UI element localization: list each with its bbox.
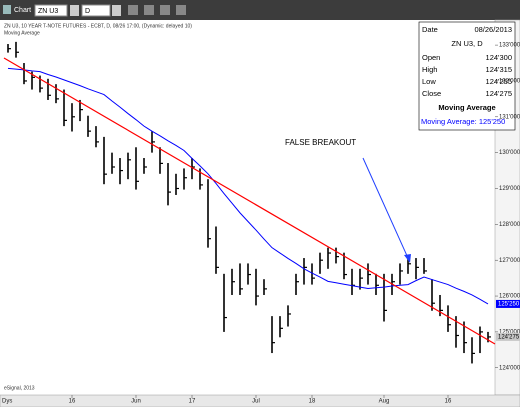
data-box-rows: Open 124'300 High 124'315 Low 124'255 Close 124… [422, 53, 512, 98]
x-axis-label: Dys [2, 399, 12, 405]
x-axis-panel [0, 394, 520, 407]
price-marker-label: 124'275 [498, 334, 520, 340]
indicator-label: Moving Average [4, 30, 40, 36]
y-tick-label: 131'000 [499, 114, 520, 120]
price-marker-label: 125'250 [498, 302, 520, 308]
data-box-study: Moving Average [438, 103, 495, 112]
interval-text: D [85, 8, 90, 15]
x-tick-label: 18 [309, 399, 316, 405]
y-tick-label: 124'000 [499, 365, 520, 371]
chart-header: ZN U3, 10 YEAR T-NOTE FUTURES - ECBT, D,… [4, 23, 192, 29]
x-tick-label: Jun [131, 399, 141, 405]
interval-button[interactable] [112, 5, 121, 16]
tool-icon[interactable] [144, 5, 154, 15]
data-box-label: Close [422, 89, 441, 98]
y-tick-label: 133'000 [499, 43, 520, 49]
tool-icon[interactable] [128, 5, 138, 15]
moving-average [7, 67, 489, 305]
data-box-symbol: ZN U3, D [451, 39, 483, 48]
data-box-label: Open [422, 53, 440, 62]
data-box-value: 124'315 [486, 65, 512, 74]
y-tick-label: 127'000 [499, 258, 520, 264]
interval-input[interactable] [81, 4, 111, 17]
data-box [418, 21, 516, 131]
data-box-label: Low [422, 77, 436, 86]
arrow-head [404, 254, 411, 263]
data-box-label: High [422, 65, 437, 74]
data-box-study-value: Moving Average: 125'250 [421, 117, 505, 126]
symbol-text: ZN U3 [38, 8, 58, 15]
data-box-label: Date [422, 25, 438, 34]
trend-line [3, 57, 496, 345]
annotation: FALSE BREAKOUT [285, 138, 356, 147]
x-tick-label: 16 [69, 399, 76, 405]
y-tick-label: 132'000 [499, 79, 520, 85]
y-tick-label: 130'000 [499, 150, 520, 156]
symbol-input[interactable] [34, 4, 68, 17]
data-box-value: 08/26/2013 [474, 25, 512, 34]
x-tick-label: 17 [189, 399, 196, 405]
chart-icon [3, 5, 11, 14]
tool-icon[interactable] [160, 5, 170, 15]
y-tick-label: 125'000 [499, 329, 520, 335]
annotation-arrow [362, 157, 409, 259]
copyright: eSignal, 2013 [4, 385, 35, 391]
price-marker [496, 299, 520, 308]
x-tick-label: Aug [379, 399, 390, 405]
x-tick-label: Jul [252, 399, 260, 405]
data-box-value: 124'275 [486, 89, 512, 98]
y-tick-label: 126'000 [499, 294, 520, 300]
x-tick-label: 16 [445, 399, 452, 405]
price-marker [496, 332, 520, 341]
data-box-value: 124'300 [486, 53, 512, 62]
tool-icon[interactable] [176, 5, 186, 15]
plot [7, 41, 491, 364]
y-tick-label: 128'000 [499, 222, 520, 228]
y-tick-label: 129'000 [499, 186, 520, 192]
symbol-button[interactable] [70, 5, 79, 16]
data-box-value: 124'255 [486, 77, 512, 86]
toolbar-title: Chart [14, 7, 31, 14]
toolbar-icons [128, 5, 186, 15]
